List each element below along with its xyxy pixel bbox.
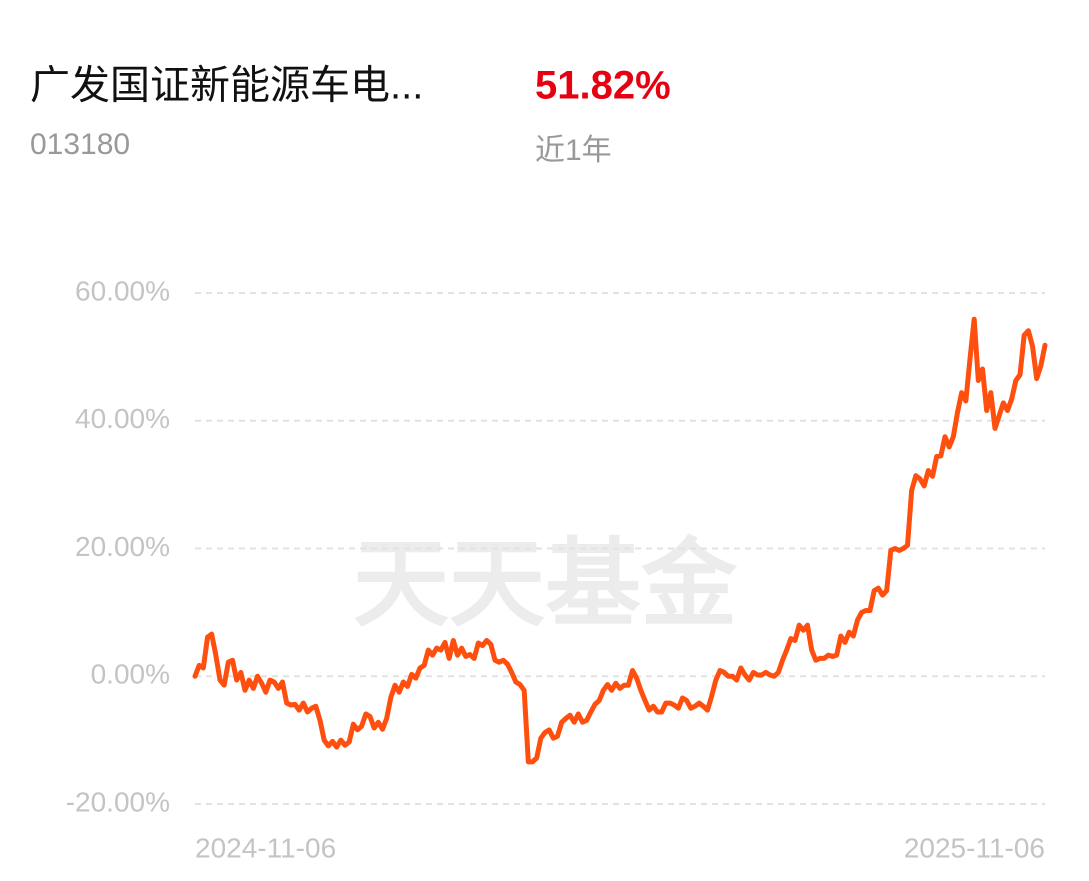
watermark: 天天基金 [353,527,738,640]
return-line [192,316,1048,765]
x-tick-label: 2025-11-06 [904,832,1045,863]
period-label: 近1年 [535,134,612,167]
return-value: 51.82% [535,64,671,108]
fund-code: 013180 [30,128,130,161]
y-tick-label: 0.00% [91,659,170,690]
y-tick-label: 20.00% [75,531,170,562]
fund-name: 广发国证新能源车电... [30,64,423,108]
x-tick-label: 2024-11-06 [195,832,336,863]
y-tick-label: -20.00% [66,786,170,817]
y-tick-label: 60.00% [75,275,170,306]
y-tick-label: 40.00% [75,403,170,434]
